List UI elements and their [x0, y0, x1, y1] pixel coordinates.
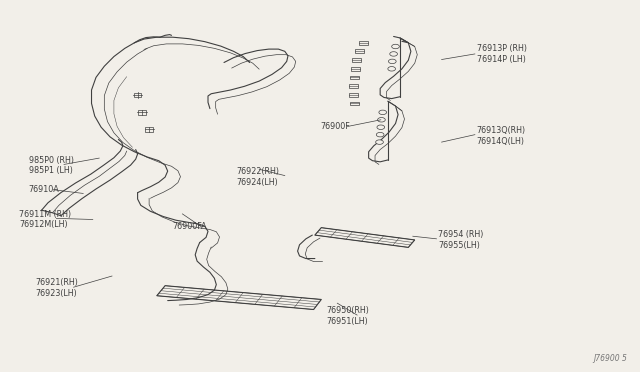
Text: 76913P (RH)
76914P (LH): 76913P (RH) 76914P (LH) [477, 44, 527, 64]
Text: 76913Q(RH)
76914Q(LH): 76913Q(RH) 76914Q(LH) [477, 126, 526, 146]
Text: 76900FA: 76900FA [173, 222, 207, 231]
Circle shape [388, 59, 396, 64]
Text: 76922(RH)
76924(LH): 76922(RH) 76924(LH) [237, 167, 280, 187]
Circle shape [379, 110, 387, 115]
Circle shape [377, 125, 385, 129]
Text: 985P0 (RH)
985P1 (LH): 985P0 (RH) 985P1 (LH) [29, 155, 74, 176]
Text: 76911M (RH)
76912M(LH): 76911M (RH) 76912M(LH) [19, 209, 71, 230]
Text: 76950(RH)
76951(LH): 76950(RH) 76951(LH) [326, 306, 369, 326]
Circle shape [376, 132, 384, 137]
Text: 76900F: 76900F [320, 122, 349, 131]
Text: 76910A: 76910A [29, 185, 60, 194]
Circle shape [390, 52, 397, 56]
Circle shape [388, 67, 396, 71]
Circle shape [378, 118, 385, 122]
Text: J76900 5: J76900 5 [593, 354, 627, 363]
Circle shape [392, 44, 399, 49]
Text: 76954 (RH)
76955(LH): 76954 (RH) 76955(LH) [438, 230, 484, 250]
Circle shape [376, 140, 383, 144]
Text: 76921(RH)
76923(LH): 76921(RH) 76923(LH) [35, 278, 78, 298]
